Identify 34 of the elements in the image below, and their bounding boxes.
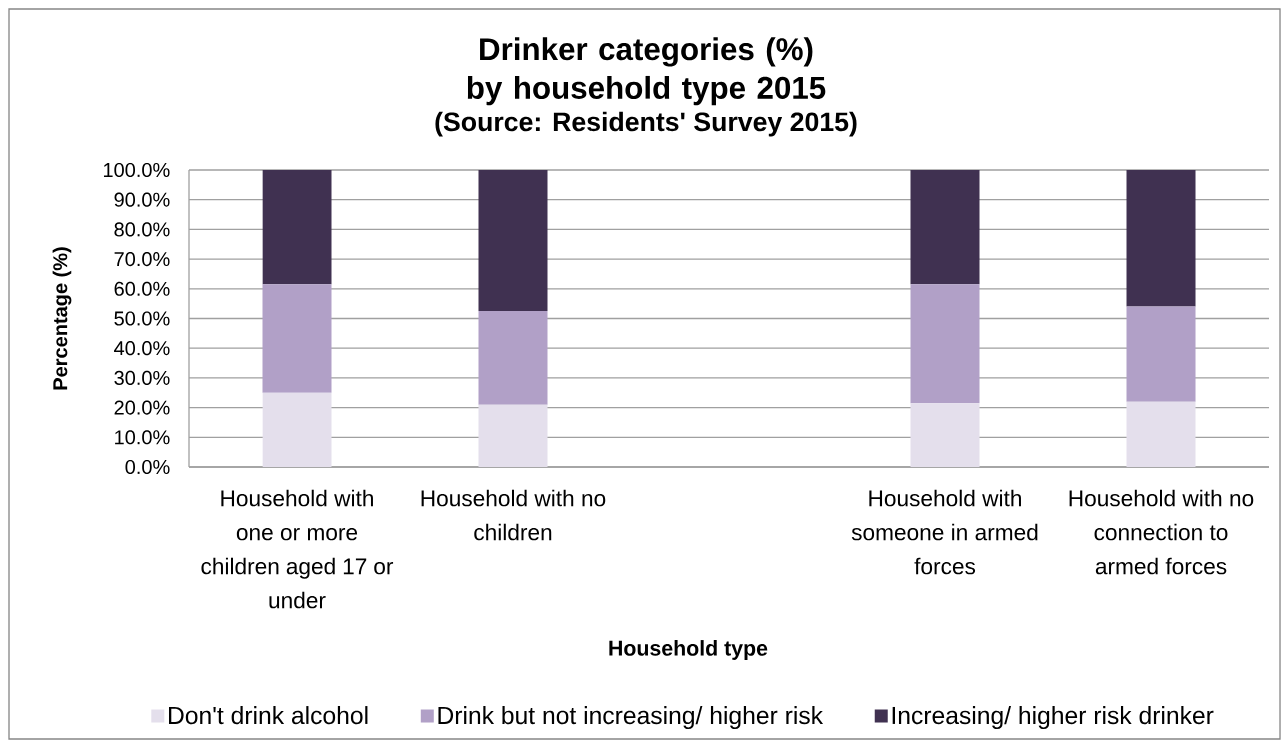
y-axis-title: Percentage (%) [52,247,72,390]
bar [262,169,332,285]
y-tick-label: 10.0% [115,430,170,445]
bar [1126,306,1196,402]
bar [1126,401,1196,467]
y-tick-label: 20.0% [114,400,170,415]
legend-label: Increasing/ higher risk drinker [892,706,1214,730]
legend-label: Drink but not increasing/ higher risk [438,706,824,730]
legend-label: Don't drink alcohol [169,706,368,725]
bar [262,392,332,467]
bar [910,169,980,285]
bar [478,311,548,405]
bar [262,284,332,393]
bar [1126,169,1196,307]
x-tick-label: Household with someone in armed forces [851,489,1038,575]
x-axis-title: Household type [609,640,768,660]
chart-title: Drinker categories (%) by household type 2015 [467,37,826,106]
y-tick-label: 90.0% [114,192,170,207]
bar [478,404,548,467]
y-tick-label: 50.0% [114,311,170,326]
y-tick-label: 60.0% [114,281,170,296]
bar [910,403,980,467]
y-tick-label: 70.0% [114,252,170,267]
y-tick-label: 80.0% [114,222,170,237]
x-tick-label: Household with no connection to armed forces [1069,489,1254,575]
x-tick-label: Household with no children [421,489,606,541]
x-tick-label: Household with one or more children aged 17 or under [201,489,394,609]
y-tick-label: 30.0% [114,370,170,385]
y-tick-label: 100.0% [103,162,170,178]
y-tick-label: 40.0% [114,341,170,356]
bar [478,169,548,312]
chart-subtitle: (Source: Residents' Survey 2015) [435,111,857,137]
y-tick-label: 0.0% [125,459,170,475]
bar [910,284,980,404]
